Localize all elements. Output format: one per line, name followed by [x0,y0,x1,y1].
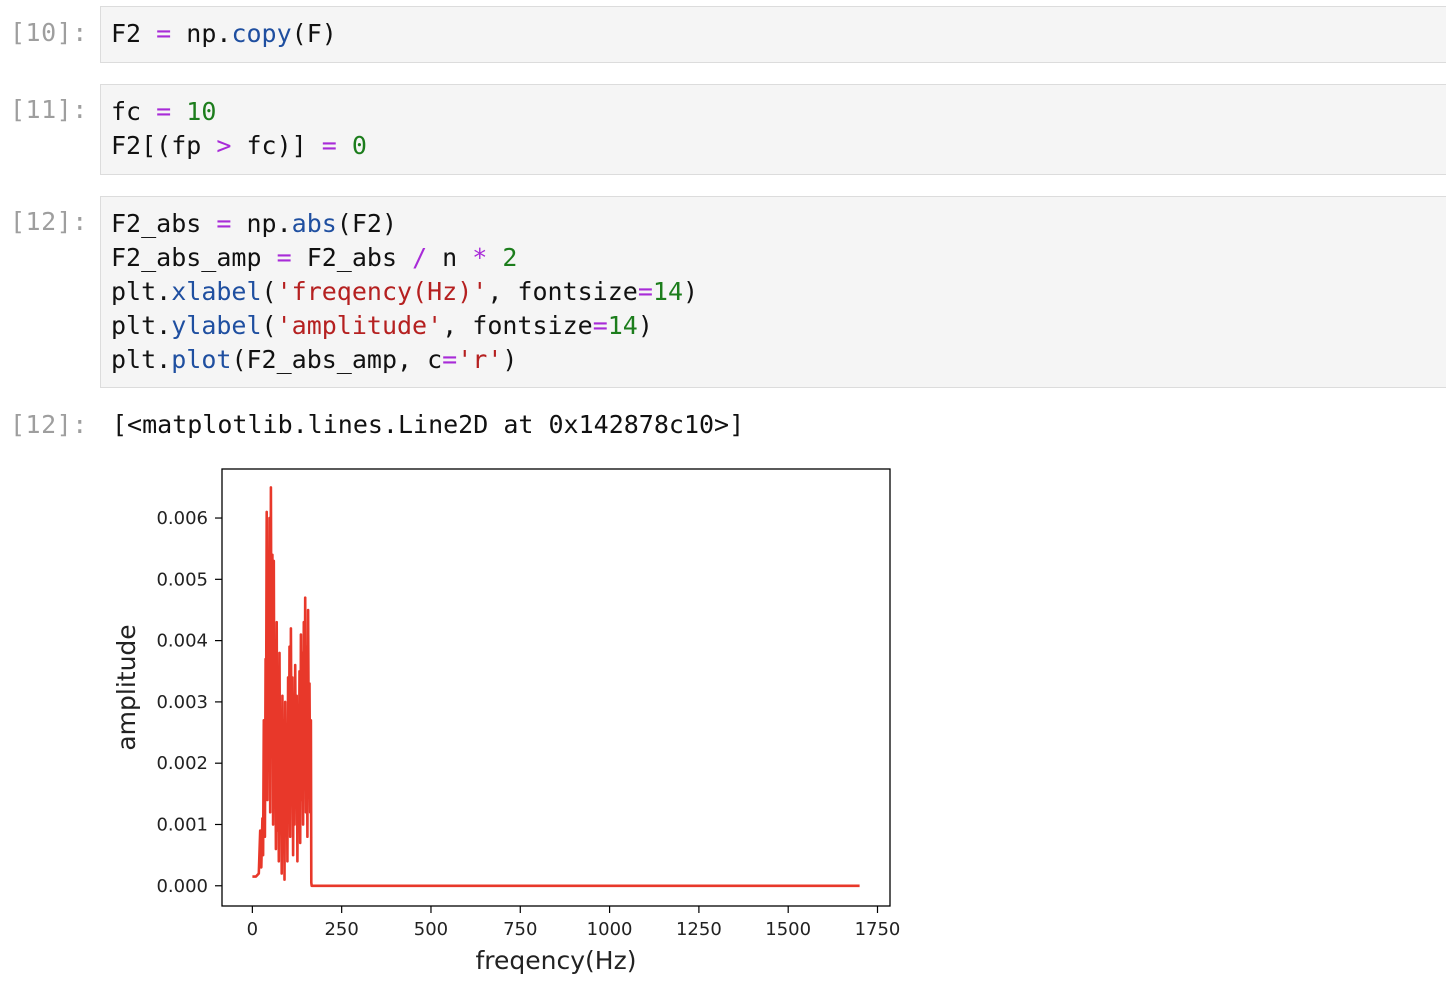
code-token: F2_abs [111,209,217,238]
code-block: fc = 10 F2[(fp > fc)] = 0 [111,95,367,163]
output-prompt: [12]: [10,410,88,439]
code-token: plt. [111,277,172,306]
code-input-area[interactable]: F2 = np.copy(F) [100,6,1446,63]
code-token: ylabel [171,311,262,340]
code-token: 2 [502,243,518,272]
code-token: F2_abs_amp [111,243,277,272]
y-tick-label: 0.000 [156,876,208,897]
y-tick-label: 0.005 [156,569,208,590]
code-token: > [216,131,232,160]
code-token: = [276,243,292,272]
code-token: 'r' [457,345,503,374]
x-tick-label: 1000 [587,919,633,940]
code-line: F2 = np.copy(F) [111,19,337,48]
code-token: (F2) [336,209,398,238]
plot-frame [221,468,891,907]
code-token: = [156,97,172,126]
code-block: F2_abs = np.abs(F2) F2_abs_amp = F2_abs … [111,207,698,377]
code-token: abs [291,209,337,238]
code-input-area[interactable]: F2_abs = np.abs(F2) F2_abs_amp = F2_abs … [100,196,1446,388]
code-token: 14 [607,311,638,340]
x-tick-label: 750 [503,919,537,940]
code-line: plt.xlabel('freqency(Hz)', fontsize=14) [111,277,698,306]
x-axis-label: freqency(Hz) [476,946,637,975]
y-tick-label: 0.003 [156,692,208,713]
code-token: = [216,209,232,238]
code-token: = [637,277,653,306]
code-token: * [472,243,488,272]
code-token: 10 [186,97,217,126]
code-token: = [442,345,458,374]
code-token: = [592,311,608,340]
code-token: (F) [291,19,337,48]
code-token [337,131,352,160]
code-token: copy [231,19,292,48]
code-line: plt.ylabel('amplitude', fontsize=14) [111,311,653,340]
code-token: 14 [652,277,683,306]
x-tick-label: 1750 [855,919,901,940]
code-token: plt. [111,345,172,374]
code-token: , fontsize [442,311,593,340]
code-token: fc [111,97,157,126]
code-token: np. [171,19,232,48]
output-text: [<matplotlib.lines.Line2D at 0x142878c10… [112,410,745,439]
code-token: ) [683,277,699,306]
x-tick-label: 500 [414,919,448,940]
code-token: np. [231,209,292,238]
code-token [487,243,502,272]
code-token: , fontsize [487,277,638,306]
code-token: = [321,131,337,160]
x-tick-label: 1500 [765,919,811,940]
code-token [171,97,186,126]
code-token: (F2_abs_amp, c [231,345,443,374]
code-token: xlabel [171,277,262,306]
code-token: ) [637,311,653,340]
amplitude-series-line [252,486,860,888]
x-tick-label: 1250 [676,919,722,940]
y-tick-label: 0.001 [156,814,208,835]
code-token: F2_abs [291,243,413,272]
code-token: F2[(fp [111,131,217,160]
code-line: F2[(fp > fc)] = 0 [111,131,367,160]
cell-prompt: [10]: [10,18,88,47]
code-token: 0 [351,131,367,160]
code-token: plot [171,345,232,374]
y-tick-label: 0.006 [156,508,208,529]
x-tick-label: 250 [324,919,358,940]
code-line: plt.plot(F2_abs_amp, c='r') [111,345,517,374]
code-input-area[interactable]: fc = 10 F2[(fp > fc)] = 0 [100,84,1446,175]
code-block: F2 = np.copy(F) [111,17,337,51]
y-tick-label: 0.004 [156,631,208,652]
code-line: F2_abs_amp = F2_abs / n * 2 [111,243,517,272]
y-axis-label: amplitude [112,624,141,750]
code-token: 'amplitude' [276,311,443,340]
cell-prompt: [12]: [10,207,88,236]
code-token: ( [261,311,277,340]
code-token: / [412,243,428,272]
code-token: ( [261,277,277,306]
code-token: F2 [111,19,157,48]
code-token: n [427,243,473,272]
code-token: = [156,19,172,48]
code-line: fc = 10 [111,97,216,126]
code-token: fc)] [231,131,322,160]
code-token: plt. [111,311,172,340]
code-token: 'freqency(Hz)' [276,277,488,306]
x-tick-label: 0 [247,919,258,940]
cell-prompt: [11]: [10,95,88,124]
y-tick-label: 0.002 [156,753,208,774]
code-token: ) [502,345,518,374]
code-line: F2_abs = np.abs(F2) [111,209,397,238]
amplitude-chart: 0 250 500 750 1000 1250 1500 1750 0.000 0.001 0.00… [112,468,901,975]
